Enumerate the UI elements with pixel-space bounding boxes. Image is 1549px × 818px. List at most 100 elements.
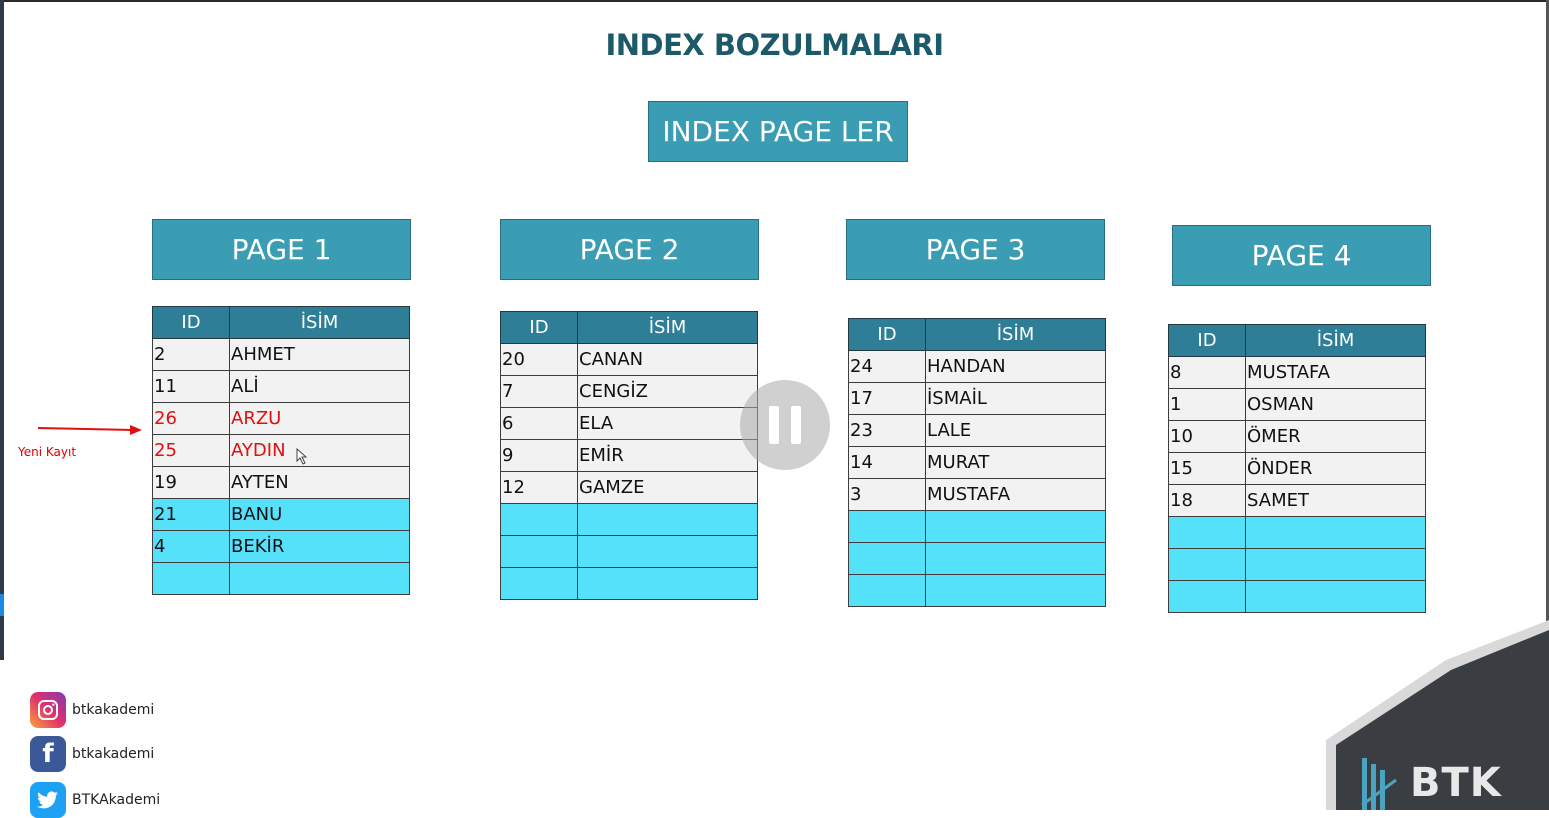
- id-cell: 4: [152, 530, 230, 563]
- twitter-handle: BTKAkademi: [72, 792, 161, 808]
- column-header-name: İSİM: [577, 311, 758, 344]
- table-header-row: ID İSİM: [500, 311, 758, 344]
- name-cell: [925, 574, 1106, 607]
- page-1-header: PAGE 1: [152, 219, 411, 280]
- id-cell: 3: [848, 478, 926, 511]
- page-4-header: PAGE 4: [1172, 225, 1431, 286]
- twitter-icon: [30, 782, 66, 818]
- name-cell: EMİR: [577, 439, 758, 472]
- name-cell: İSMAİL: [925, 382, 1106, 415]
- id-cell: [500, 567, 578, 600]
- id-cell: 15: [1168, 452, 1246, 485]
- page-3-header: PAGE 3: [846, 219, 1105, 280]
- id-cell: 2: [152, 338, 230, 371]
- id-cell: 23: [848, 414, 926, 447]
- new-record-label: Yeni Kayıt: [18, 445, 77, 459]
- table-row: 7 CENGİZ: [500, 375, 758, 408]
- name-cell: AYDIN: [229, 434, 410, 467]
- table-row: 11 ALİ: [152, 370, 410, 403]
- table-row: 3 MUSTAFA: [848, 478, 1106, 511]
- id-cell: 10: [1168, 420, 1246, 453]
- instagram-handle: btkakademi: [72, 702, 155, 718]
- page-3-table: ID İSİM 24 HANDAN 17 İSMAİL 23 LALE 14 MURAT…: [848, 318, 1106, 607]
- table-row-new-record: 26 ARZU: [152, 402, 410, 435]
- table-row: 20 CANAN: [500, 343, 758, 376]
- table-row-new-record: 25 AYDIN: [152, 434, 410, 467]
- table-row-empty: [848, 510, 1106, 543]
- name-cell: [229, 562, 410, 595]
- table-row: 2 AHMET: [152, 338, 410, 371]
- new-record-arrow-icon: [38, 425, 142, 435]
- social-twitter[interactable]: BTKAkademi: [30, 782, 160, 818]
- facebook-handle: btkakademi: [72, 746, 155, 762]
- id-cell: 11: [152, 370, 230, 403]
- id-cell: 6: [500, 407, 578, 440]
- id-cell: [500, 503, 578, 536]
- slide-title: INDEX BOZULMALARI: [605, 28, 944, 62]
- pause-button[interactable]: [740, 380, 830, 470]
- name-cell: [925, 510, 1106, 543]
- index-pages-box: INDEX PAGE LER: [648, 101, 908, 162]
- facebook-icon: f: [30, 736, 66, 772]
- table-row: 8 MUSTAFA: [1168, 356, 1426, 389]
- column-header-name: İSİM: [1245, 324, 1426, 357]
- table-row: 6 ELA: [500, 407, 758, 440]
- table-row: 19 AYTEN: [152, 466, 410, 499]
- table-row: 14 MURAT: [848, 446, 1106, 479]
- table-row-empty: [500, 535, 758, 568]
- table-row-empty: [1168, 580, 1426, 613]
- table-row-empty: [848, 542, 1106, 575]
- table-row-empty: [152, 562, 410, 595]
- name-cell: AYTEN: [229, 466, 410, 499]
- name-cell: BANU: [229, 498, 410, 531]
- name-cell: BEKİR: [229, 530, 410, 563]
- id-cell: 8: [1168, 356, 1246, 389]
- name-cell: ELA: [577, 407, 758, 440]
- table-row: 10 ÖMER: [1168, 420, 1426, 453]
- column-header-id: ID: [1168, 324, 1246, 357]
- table-header-row: ID İSİM: [152, 306, 410, 339]
- name-cell: [1245, 580, 1426, 613]
- table-row-empty: [1168, 548, 1426, 581]
- name-cell: [1245, 516, 1426, 549]
- left-window-edge: [0, 0, 4, 660]
- name-cell: LALE: [925, 414, 1106, 447]
- name-cell: MURAT: [925, 446, 1106, 479]
- id-cell: [500, 535, 578, 568]
- page-2-table: ID İSİM 20 CANAN 7 CENGİZ 6 ELA 9 EMİR 12 GAM…: [500, 311, 758, 600]
- name-cell: MUSTAFA: [925, 478, 1106, 511]
- name-cell: OSMAN: [1245, 388, 1426, 421]
- right-window-edge: [1546, 0, 1549, 630]
- name-cell: [577, 567, 758, 600]
- id-cell: [848, 542, 926, 575]
- id-cell: 26: [152, 402, 230, 435]
- column-header-id: ID: [500, 311, 578, 344]
- id-cell: 1: [1168, 388, 1246, 421]
- name-cell: AHMET: [229, 338, 410, 371]
- table-header-row: ID İSİM: [848, 318, 1106, 351]
- name-cell: ÖMER: [1245, 420, 1426, 453]
- name-cell: ARZU: [229, 402, 410, 435]
- table-row: 15 ÖNDER: [1168, 452, 1426, 485]
- id-cell: 12: [500, 471, 578, 504]
- pause-icon-bar: [791, 406, 801, 444]
- id-cell: 14: [848, 446, 926, 479]
- name-cell: ÖNDER: [1245, 452, 1426, 485]
- left-edge-accent: [0, 594, 4, 616]
- table-row-empty: [500, 567, 758, 600]
- btk-logo-text: BTK: [1410, 760, 1502, 806]
- name-cell: [925, 542, 1106, 575]
- id-cell: [848, 574, 926, 607]
- id-cell: 24: [848, 350, 926, 383]
- name-cell: CANAN: [577, 343, 758, 376]
- table-row: 24 HANDAN: [848, 350, 1106, 383]
- table-row-empty: [1168, 516, 1426, 549]
- social-instagram[interactable]: btkakademi: [30, 692, 154, 728]
- column-header-id: ID: [848, 318, 926, 351]
- name-cell: HANDAN: [925, 350, 1106, 383]
- id-cell: 21: [152, 498, 230, 531]
- column-header-name: İSİM: [229, 306, 410, 339]
- id-cell: 25: [152, 434, 230, 467]
- table-row-overflow: 21 BANU: [152, 498, 410, 531]
- social-facebook[interactable]: f btkakademi: [30, 736, 154, 772]
